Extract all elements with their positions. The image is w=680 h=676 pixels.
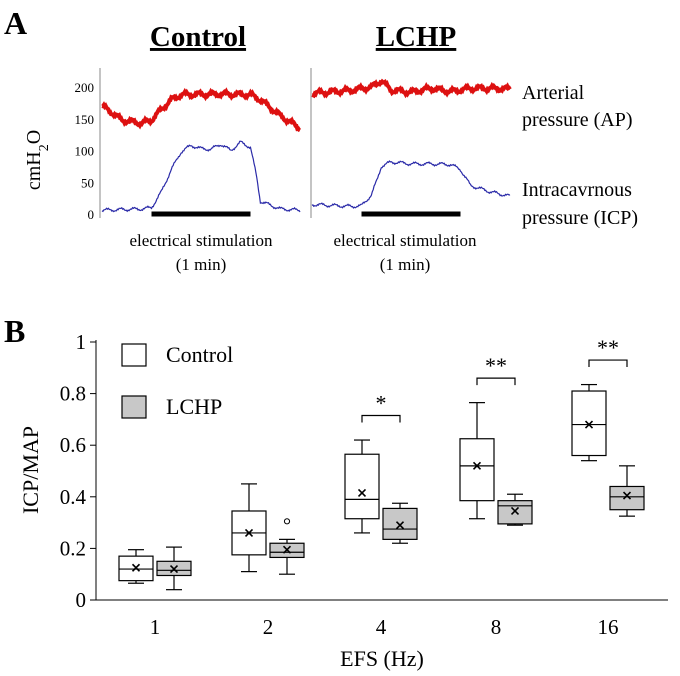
panel-b-boxplot: ICP/MAP 00.20.40.60.81 1 2 4 8 16 ***** Cont… — [18, 330, 668, 671]
box-mean-marker — [622, 491, 632, 500]
panel-b-ytick-label: 0.2 — [60, 536, 86, 560]
panel-b-ytick-label: 0.4 — [60, 485, 87, 509]
significance-marker: * — [376, 391, 387, 416]
ap-label-line1: Arterial — [522, 82, 585, 104]
box-lchp-8hz — [497, 493, 533, 526]
box-control-1hz — [118, 549, 154, 584]
box-mean-marker — [395, 521, 405, 530]
box-mean-marker — [169, 564, 179, 574]
panel-a-ytick-label: 150 — [75, 112, 95, 127]
box-iqr — [459, 438, 495, 502]
icp-label-line1: Intracavrnous — [522, 179, 632, 201]
box-mean-marker — [510, 506, 520, 516]
box-mean-marker — [244, 528, 254, 537]
panel-a-ytick-label: 50 — [81, 175, 94, 190]
box-mean-marker — [282, 545, 292, 554]
panel-b-xtick-label: 2 — [263, 615, 274, 639]
control-xlabel-line1: electrical stimulation — [129, 231, 273, 250]
significance-marker: ** — [597, 335, 619, 360]
box-control-2hz — [231, 483, 267, 573]
panel-b-xtick-label: 16 — [598, 615, 619, 639]
panel-a-ylabel: cmH2O — [23, 130, 52, 190]
box-lchp-1hz — [156, 546, 192, 591]
ap-label-line2: pressure (AP) — [522, 109, 633, 131]
box-lchp-2hz — [269, 518, 305, 575]
box-iqr — [497, 500, 533, 525]
significance-bracket — [361, 414, 401, 423]
panel-b-ylabel: ICP/MAP — [18, 426, 43, 514]
legend-control-label: Control — [166, 342, 233, 367]
box-iqr — [382, 507, 418, 540]
box-mean-marker — [472, 461, 482, 470]
panel-b-xtick-label: 1 — [150, 615, 161, 639]
significance-marker: ** — [485, 353, 507, 378]
panel-b-ytick-label: 0.8 — [60, 382, 86, 406]
lchp-icp-trace — [311, 160, 511, 209]
panel-b-ytick-label: 1 — [76, 330, 87, 354]
box-mean-marker — [131, 563, 141, 572]
box-mean-marker — [357, 488, 367, 497]
box-control-16hz — [571, 383, 607, 462]
box-iqr — [609, 485, 645, 511]
legend-control-swatch — [121, 343, 147, 367]
box-lchp-16hz — [609, 465, 645, 517]
icp-label-line2: pressure (ICP) — [522, 207, 638, 229]
box-lchp-4hz — [382, 502, 418, 544]
box-control-4hz — [344, 439, 380, 534]
panel-a-ytick-label: 0 — [88, 207, 95, 222]
panel-label-b: B — [4, 313, 25, 349]
panel-a-ytick-label: 200 — [75, 80, 95, 95]
title-control: Control — [150, 21, 246, 53]
control-ap-trace — [101, 87, 301, 133]
legend-lchp-label: LCHP — [166, 394, 222, 419]
panel-label-a: A — [4, 5, 27, 41]
panel-a-ytick-label: 100 — [75, 144, 95, 159]
panel-b-xlabel: EFS (Hz) — [340, 646, 424, 671]
control-icp-trace — [101, 140, 301, 213]
panel-b-ytick-label: 0.6 — [60, 433, 86, 457]
significance-bracket — [476, 377, 516, 386]
control-xlabel-line2: (1 min) — [176, 255, 227, 274]
panel-b-xtick-label: 8 — [491, 615, 502, 639]
panel-b-xtick-label: 4 — [376, 615, 387, 639]
lchp-ap-trace — [311, 78, 512, 99]
lchp-xlabel-line2: (1 min) — [380, 255, 431, 274]
box-control-8hz — [459, 402, 495, 520]
panel-a-traces: Control LCHP cmH2O 0 50 100 150 200 electric… — [23, 21, 638, 274]
box-mean-marker — [584, 420, 594, 429]
significance-bracket — [588, 359, 628, 368]
box-outlier — [283, 518, 291, 525]
box-iqr — [571, 390, 607, 457]
lchp-xlabel-line1: electrical stimulation — [333, 231, 477, 250]
legend-lchp-swatch — [121, 395, 147, 419]
title-lchp: LCHP — [376, 21, 457, 53]
panel-b-ytick-label: 0 — [76, 588, 87, 612]
box-iqr — [344, 453, 380, 520]
